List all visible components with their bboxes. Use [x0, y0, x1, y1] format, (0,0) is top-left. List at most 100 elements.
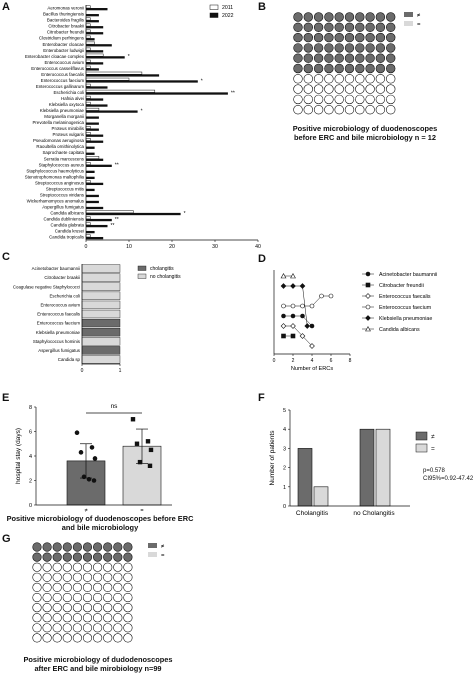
- waffle-dot-38: [365, 43, 375, 53]
- legend-swatch-unequal: [404, 12, 413, 17]
- waffle-dot-48: [103, 582, 113, 593]
- waffle-dot-53: [313, 63, 324, 74]
- point-citrobacter-freundii-1: [281, 333, 286, 339]
- waffle-dot-19: [113, 552, 123, 562]
- category-label-enterococcus-faecium: Enterococcus faecium: [37, 321, 81, 326]
- series-line-enterococcus-faecium: [283, 295, 331, 307]
- bar-2022-candida-glabrata: [86, 224, 108, 228]
- series-line-enterococcus-faecalis: [283, 325, 313, 347]
- waffle-dot-6: [82, 542, 93, 552]
- bar-2022-enterobacter-cloacae: [86, 44, 112, 47]
- category-label-wickerhamomyces-anomalus: Wickerhamomyces anomalus: [27, 198, 85, 203]
- bar-2022-prevotella-melaninogenica: [86, 122, 99, 125]
- waffle-dot-44: [324, 53, 334, 63]
- point-acinetobacter-baumannii-4: [309, 323, 315, 329]
- bar-enterococcus-faecalis: [81, 309, 121, 319]
- waffle-dot-92: [303, 104, 313, 115]
- category-label-enterococcus-faecalis: Enterococcus faecalis: [37, 312, 81, 317]
- point-klebsiella-pneumoniae-4: [304, 323, 311, 329]
- bar-2011-enterobacter-cloacae: [85, 41, 95, 45]
- bar-2022-escherichia-coli: [86, 92, 228, 95]
- waffle-dot-67: [92, 602, 103, 613]
- point-unequal-6: [91, 478, 97, 483]
- bar-2011-enterococcus-avium: [85, 59, 91, 63]
- category-label-clostridium-perfringens: Clostridium perfringens: [39, 36, 85, 41]
- waffle-dot-24: [62, 562, 72, 572]
- waffle-dot-74: [62, 613, 72, 623]
- waffle-dot-96: [82, 633, 93, 643]
- legend-marker-acinetobacter-baumannii: [365, 271, 371, 277]
- category-label-pseudomonas-aeruginosa: Pseudomonas aeruginosa: [33, 138, 85, 143]
- waffle-dot-49: [375, 53, 386, 63]
- waffle-dot-86: [82, 623, 93, 633]
- bar-2022-wickerhamomyces-anomalus: [86, 200, 99, 204]
- waffle-dot-36: [344, 43, 355, 53]
- category-label-enterococcus-gallinarum: Enterococcus gallinarum: [36, 84, 84, 89]
- bar-2011-enterococcus-faecium: [85, 77, 130, 81]
- legend-label-equal: =: [161, 553, 165, 559]
- waffle-dot-13: [52, 552, 62, 562]
- bar-2011-enterobacter-cloacae-complex: [85, 53, 104, 57]
- waffle-dot-15: [72, 552, 83, 562]
- category-label-staphylococcus-hominis: Staphylococcus hominis: [33, 339, 81, 344]
- waffle-dot-73: [52, 613, 62, 623]
- waffle-dot-44: [62, 582, 72, 593]
- waffle-dot-22: [42, 562, 52, 572]
- bar-2022-candida-albicans: [86, 212, 181, 216]
- legend-label-equal: =: [417, 22, 421, 28]
- waffle-dot-66: [82, 602, 93, 613]
- point-enterococcus-faecalis-4: [309, 343, 315, 349]
- category-label-klebsiella-oxytoca: Klebsiella oxytoca: [49, 102, 85, 107]
- waffle-dot-19: [375, 22, 386, 32]
- waffle-dot-63: [313, 74, 324, 84]
- point-equal-3: [134, 441, 140, 446]
- bar-2011-klebsiella-oxytoca: [85, 101, 91, 105]
- legend-label-candida-albicans: Candida albicans: [379, 327, 420, 333]
- category-label-enterococcus-avium: Enterococcus avium: [40, 303, 80, 308]
- x-tick-label-30: 30: [212, 244, 218, 250]
- chart-g-waffle: ≠=: [32, 542, 165, 643]
- point-candida-albicans-2: [290, 272, 296, 279]
- waffle-dot-7: [92, 542, 103, 552]
- x-tick-label-10: 10: [126, 244, 132, 250]
- waffle-dot-34: [324, 43, 334, 53]
- waffle-dot-81: [32, 623, 42, 633]
- waffle-dot-83: [52, 623, 62, 633]
- caption-e-line-2: and bile microbiology: [61, 523, 139, 532]
- waffle-dot-45: [334, 53, 344, 63]
- bar-escherichia-coli: [81, 291, 121, 300]
- waffle-dot-89: [113, 623, 123, 633]
- waffle-dot-56: [82, 592, 93, 603]
- bar-2022-citrobacter-freundii: [86, 32, 104, 35]
- caption-g: Positive microbiology of dudodenoscopes …: [0, 655, 196, 673]
- x-tick-label-40: 40: [255, 244, 261, 250]
- waffle-dot-99: [375, 104, 386, 115]
- panel-letter-f: F: [258, 392, 265, 404]
- waffle-dot-54: [62, 592, 72, 603]
- bar-coagulase-negative-staphylococci: [81, 282, 121, 291]
- caption-b: Positive microbiology of duodenoscopes b…: [260, 124, 470, 142]
- chart-e-hospital-stay: ≠ = ns 0 2 4 6 8 hospital stay (days): [15, 403, 172, 514]
- category-label-enterococcus-avium: Enterococcus avium: [44, 60, 84, 65]
- category-label-proteus-vulgaris: Proteus vulgaris: [53, 132, 85, 137]
- waffle-dot-97: [92, 633, 103, 643]
- waffle-dot-63: [52, 602, 62, 613]
- waffle-dot-52: [303, 63, 313, 74]
- waffle-dot-4: [62, 542, 72, 552]
- waffle-dot-78: [103, 613, 113, 623]
- waffle-dot-100: [123, 633, 133, 643]
- waffle-dot-62: [303, 74, 313, 84]
- waffle-dot-9: [113, 542, 123, 552]
- legend-label-equal: =: [431, 446, 435, 453]
- waffle-dot-53: [52, 592, 62, 603]
- bar-2022-staphylococcus-aureus: [86, 164, 112, 167]
- waffle-dot-87: [355, 94, 365, 105]
- waffle-dot-35: [334, 43, 344, 53]
- bar-2022-enterobacter-ludwigii: [86, 50, 104, 53]
- waffle-dot-85: [334, 94, 344, 105]
- waffle-dot-34: [62, 572, 72, 582]
- waffle-dot-72: [303, 84, 313, 94]
- waffle-dot-90: [123, 623, 133, 633]
- waffle-dot-14: [324, 22, 334, 32]
